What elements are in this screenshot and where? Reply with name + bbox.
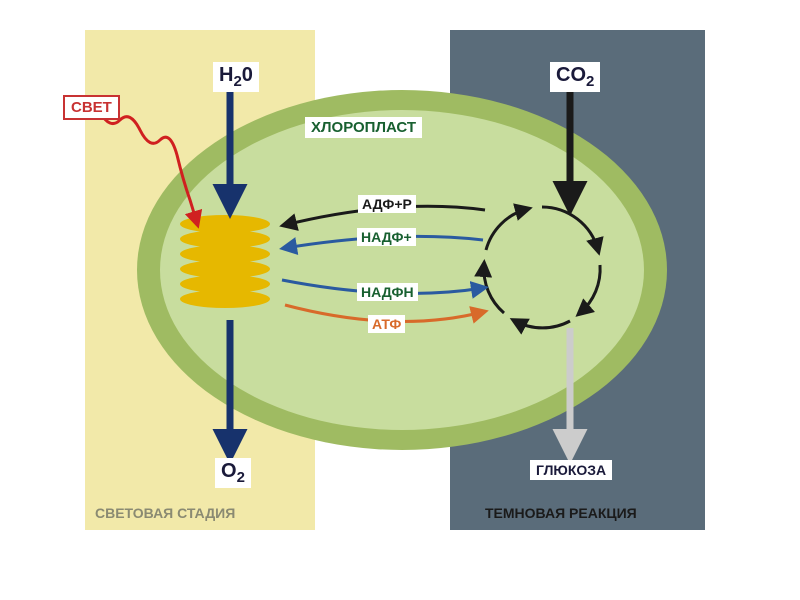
dark-stage-label: ТЕМНОВАЯ РЕАКЦИЯ (485, 505, 637, 521)
co2-label: CO2 (550, 62, 600, 92)
light-stage-label: СВЕТОВАЯ СТАДИЯ (95, 505, 235, 521)
chloroplast-label: ХЛОРОПЛАСТ (305, 117, 422, 138)
light-label: СВЕТ (63, 95, 120, 120)
atp-label: АТФ (368, 315, 405, 333)
o2-label: O2 (215, 458, 251, 488)
h2o-label: H20 (213, 62, 259, 92)
adp-label: АДФ+Р (358, 195, 416, 213)
nadph-label: НАДФН (357, 283, 418, 301)
nadp-label: НАДФ+ (357, 228, 416, 246)
glucose-label: ГЛЮКОЗА (530, 460, 612, 480)
diagram-canvas: СВЕТ H20 ХЛОРОПЛАСТ CO2 O2 ГЛЮКОЗА АДФ+Р… (85, 30, 705, 560)
thylakoid-stack (180, 215, 270, 310)
